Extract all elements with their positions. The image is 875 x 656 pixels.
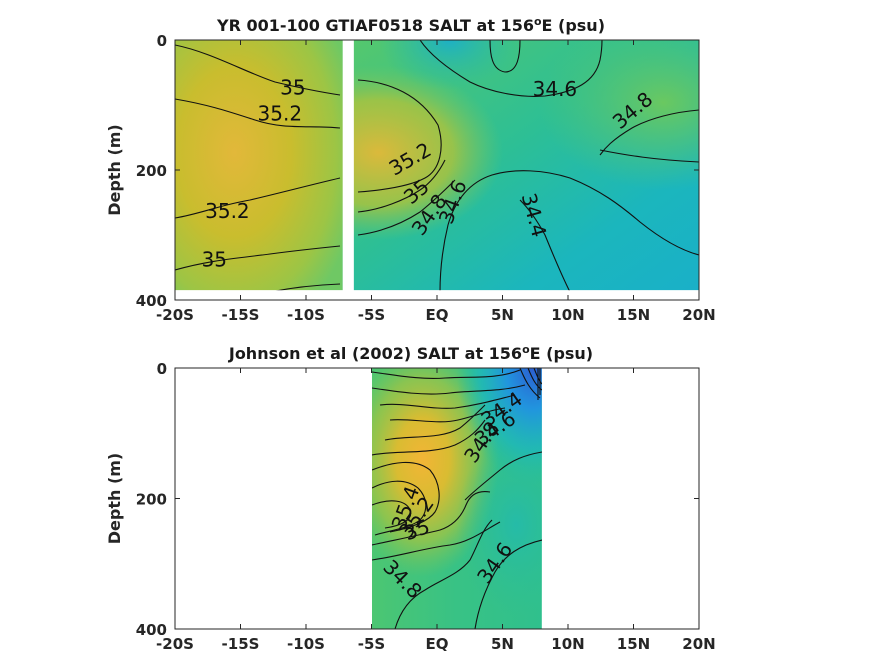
field-fresh-surface [372,368,542,629]
contour-line [175,245,341,271]
contour-line [372,419,486,456]
contour-line [372,384,526,395]
contour-line [372,461,440,533]
y-axis: 0 200 400 [136,32,699,310]
contour-line [175,44,341,96]
contour-line [599,109,699,156]
salinity-field [372,368,542,629]
contour-label: 35.2 [205,199,250,223]
contour-line [464,451,542,501]
x-tick-label: -20S [156,306,194,324]
x-tick-label: 5N [491,635,514,653]
contour-label: 35 [202,248,227,272]
x-tick-label: EQ [426,635,449,653]
contour-lines [175,40,699,292]
x-tick-label: 10N [551,306,584,324]
field-south [175,40,345,291]
contour-line [489,40,521,73]
chart-title: YR 001-100 GTIAF0518 SALT at 156oE (psu) [216,15,605,36]
x-tick-label: -15S [222,306,260,324]
contour-line [372,480,427,536]
data-gap [342,40,354,292]
contour-line [384,404,486,441]
y-tick-label: 200 [136,491,167,509]
x-axis: -20S -15S -10S -5S EQ 5N 10N 15N 20N [156,368,716,653]
x-tick-label: 15N [617,635,650,653]
contour-label: 34.6 [533,77,578,101]
contour-line [419,40,603,97]
x-tick-label: 5N [491,306,514,324]
x-tick-label: 10N [551,635,584,653]
x-tick-label: 20N [682,635,715,653]
contour-line [357,159,446,213]
contour-line [379,394,516,409]
contour-line [372,521,501,561]
y-tick-label: 0 [157,360,167,378]
contour-line [175,98,341,129]
y-tick-label: 0 [157,32,167,50]
panel-model: YR 001-100 GTIAF0518 SALT at 156oE (psu) [105,15,716,325]
x-tick-label: 15N [617,306,650,324]
x-tick-label: -5S [358,635,385,653]
contour-line [175,177,341,219]
x-tick-label: EQ [426,306,449,324]
salinity-field [175,40,699,292]
y-axis-label: Depth (m) [105,124,124,216]
contour-line [474,539,542,629]
field-surface-low [342,40,699,291]
chart-title: Johnson et al (2002) SALT at 156oE (psu) [228,343,593,364]
contour-line [357,79,442,193]
contour-line [357,179,456,236]
x-tick-label: -5S [358,306,385,324]
x-tick-label: -15S [222,635,260,653]
contour-label: 35 [280,75,305,99]
contour-lines [372,368,542,629]
contour-line [372,369,521,379]
contour-line [439,170,699,292]
y-tick-label: 400 [136,292,167,310]
x-axis: -20S -15S -10S -5S EQ 5N 10N 15N 20N [156,40,716,324]
x-tick-label: -20S [156,635,194,653]
y-axis-label: Depth (m) [105,453,124,545]
contour-line [372,491,491,546]
contour-line [519,199,571,292]
contour-line [394,519,493,629]
contour-line [527,368,542,391]
contour-line [389,407,506,423]
x-tick-label: 20N [682,306,715,324]
panel-observations: Johnson et al (2002) SALT at 156oE (psu) [105,343,716,654]
x-tick-label: -10S [287,635,325,653]
contour-label: 35.2 [258,101,303,125]
y-axis: 0 200 400 [136,360,699,639]
contour-line [372,500,412,529]
y-tick-label: 200 [136,162,167,180]
contour-line [599,149,699,163]
y-tick-label: 400 [136,621,167,639]
x-tick-label: -10S [287,306,325,324]
